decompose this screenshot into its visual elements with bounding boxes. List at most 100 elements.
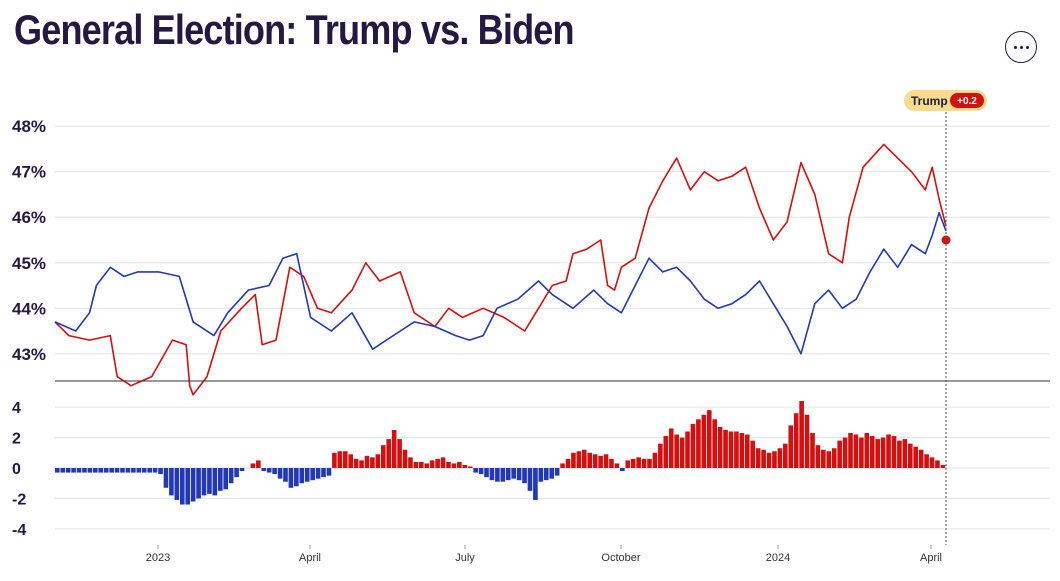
margin-bar	[435, 458, 440, 468]
series-line-biden	[54, 211, 947, 355]
margin-bar	[674, 434, 679, 468]
margin-bar	[484, 468, 489, 478]
margin-bar	[576, 451, 582, 468]
margin-bar	[386, 439, 392, 468]
margin-bar	[734, 431, 739, 468]
margin-bar	[641, 458, 647, 468]
margin-bar	[196, 468, 201, 499]
margin-bar	[940, 464, 946, 468]
margin-bar	[500, 468, 506, 482]
margin-bar	[907, 443, 913, 468]
margin-bar	[457, 461, 462, 468]
margin-bar	[750, 440, 756, 468]
x-tick-label: April	[920, 552, 942, 564]
margin-bar	[598, 455, 603, 468]
margin-bar	[179, 468, 185, 505]
margin-bar	[739, 433, 745, 468]
y-tick-label: 43%	[12, 345, 46, 364]
x-axis: 2023 April July October 2024 April	[146, 545, 942, 564]
margin-bar	[799, 401, 804, 468]
dot	[1013, 45, 1017, 49]
margin-bar	[82, 468, 87, 473]
margin-bar	[701, 414, 707, 468]
margin-bar	[505, 468, 511, 481]
margin-bar	[647, 458, 652, 468]
margin-bar	[467, 466, 473, 468]
leader-badge: Trump +0.2	[904, 90, 987, 111]
margin-bar	[71, 468, 76, 473]
margin-bar	[321, 468, 326, 478]
margin-bar	[326, 468, 332, 476]
margin-bar	[636, 457, 641, 468]
margin-bar	[831, 448, 837, 468]
margin-bar	[560, 463, 565, 468]
y-tick-label: -2	[12, 491, 26, 508]
margin-bar	[256, 460, 261, 468]
margin-bar	[272, 468, 277, 475]
margin-bar	[761, 449, 766, 468]
margin-bar	[859, 437, 864, 468]
y-tick-label: 44%	[12, 299, 46, 318]
margin-bar	[571, 452, 576, 468]
margin-bar	[891, 436, 897, 468]
margin-bar	[913, 446, 919, 468]
margin-bar	[131, 468, 136, 473]
margin-bar	[353, 458, 359, 468]
margin-bar	[299, 468, 305, 484]
margin-bar	[603, 454, 609, 468]
margin-bar	[109, 468, 114, 473]
margin-bar	[429, 460, 435, 468]
margin-bar	[565, 458, 571, 468]
margin-bar	[201, 468, 207, 496]
margin-bar	[587, 452, 593, 468]
more-options-button[interactable]	[1005, 31, 1037, 63]
margin-bar	[869, 436, 875, 468]
margin-bar	[391, 429, 397, 468]
margin-bar	[614, 463, 620, 468]
margin-bar	[658, 443, 663, 468]
margin-bar	[190, 468, 196, 502]
margin-bar	[380, 445, 386, 468]
margin-bar	[826, 451, 832, 468]
margin-bar	[804, 414, 810, 468]
margin-bar	[217, 468, 223, 491]
margin-bar	[625, 460, 631, 468]
margin-bar	[342, 451, 348, 468]
margin-bar	[158, 468, 163, 475]
margin-bar	[234, 468, 239, 478]
margin-bar	[853, 434, 859, 468]
margin-bar	[147, 468, 152, 473]
margin-bar	[478, 468, 484, 475]
margin-bar	[315, 468, 321, 479]
margin-bar	[304, 468, 310, 482]
margin-bar	[228, 468, 234, 484]
margin-bar	[310, 468, 315, 481]
top-y-axis: 48% 47% 46% 45% 44% 43%	[12, 117, 46, 364]
margin-bar	[60, 468, 66, 473]
dot	[1025, 45, 1029, 49]
margin-bar	[440, 457, 446, 468]
margin-bar	[169, 468, 174, 496]
margin-bar	[864, 433, 870, 468]
margin-bar	[533, 468, 538, 500]
margin-bar	[424, 463, 430, 468]
margin-bar	[793, 413, 799, 468]
margin-bar	[283, 468, 288, 482]
margin-bar	[359, 460, 364, 468]
y-tick-label: 2	[12, 431, 21, 448]
y-tick-label: 48%	[12, 117, 46, 136]
margin-bar	[250, 463, 256, 468]
margin-bar	[223, 468, 229, 490]
margin-bar	[929, 457, 935, 468]
margin-bar	[620, 468, 625, 472]
badge-leader: Trump	[911, 94, 948, 108]
margin-bar	[522, 468, 527, 484]
margin-bar	[152, 468, 158, 473]
margin-bar	[696, 419, 701, 468]
margin-bar	[706, 410, 712, 468]
margin-bar	[364, 455, 370, 468]
margin-bar	[462, 464, 468, 468]
y-tick-label: -4	[12, 522, 26, 539]
margin-bar	[723, 429, 728, 468]
